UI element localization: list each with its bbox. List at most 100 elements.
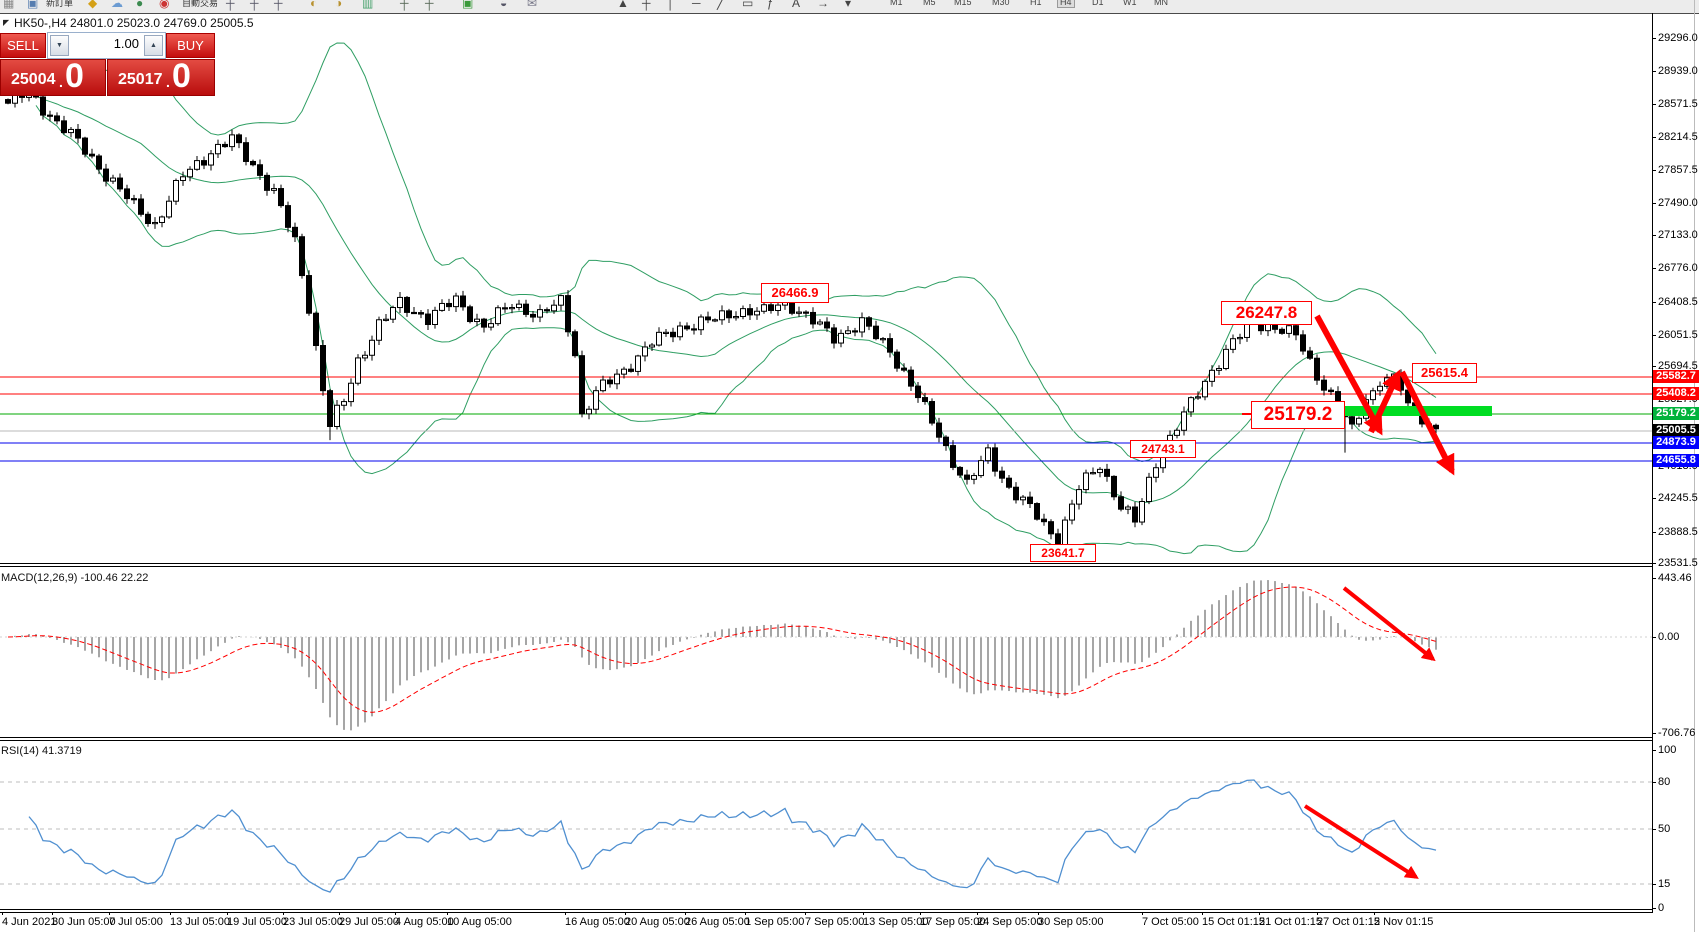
- price-tick-dash: [1652, 366, 1656, 367]
- toolbar-icon[interactable]: ƒ: [767, 0, 774, 10]
- time-tick-dash: [745, 912, 746, 915]
- toolbar-icon[interactable]: ╱: [717, 0, 725, 10]
- volume-value[interactable]: 1.00: [113, 36, 139, 51]
- toolbar-icon[interactable]: ✉: [527, 0, 538, 10]
- green-highlight-band[interactable]: [1344, 406, 1492, 416]
- pane-separator: [0, 740, 1653, 741]
- toolbar-icon[interactable]: ▦: [3, 0, 15, 10]
- time-tick: 24 Sep 05:00: [977, 916, 1043, 928]
- price-tick-dash: [1652, 38, 1656, 39]
- volume-decrease-button[interactable]: ▼: [50, 35, 69, 56]
- toolbar-icon[interactable]: ◒: [500, 0, 508, 10]
- timeframe-W1[interactable]: W1: [1123, 0, 1137, 7]
- toolbar-icon[interactable]: ┼: [642, 0, 651, 10]
- toolbar-icon[interactable]: ◉: [159, 0, 170, 10]
- toolbar-icon[interactable]: ┼: [400, 0, 409, 10]
- timeframe-H4[interactable]: H4: [1057, 0, 1075, 8]
- toolbar-icon[interactable]: ▾: [845, 0, 852, 10]
- rsi-tick: 0: [1658, 902, 1665, 914]
- buy-price-pip: 0: [172, 57, 191, 95]
- timeframe-MN[interactable]: MN: [1154, 0, 1168, 7]
- toolbar-icon[interactable]: ┼: [250, 0, 259, 10]
- rsi-tick: 100: [1658, 744, 1677, 756]
- buy-price-main: 25017: [118, 71, 163, 88]
- chart-cursor-icon: ◤: [3, 18, 10, 27]
- price-tick: 27133.0: [1658, 229, 1698, 241]
- macd-tick: -706.76: [1658, 727, 1696, 739]
- price-callout: 25615.4: [1412, 363, 1477, 383]
- horizontal-level-lines[interactable]: [0, 376, 1652, 462]
- time-tick-dash: [227, 912, 228, 915]
- price-callout: 24743.1: [1130, 440, 1196, 458]
- timeframe-M5[interactable]: M5: [923, 0, 936, 7]
- time-tick-dash: [1259, 912, 1260, 915]
- volume-increase-button[interactable]: ▲: [144, 35, 163, 56]
- price-tick-dash: [1652, 302, 1656, 303]
- toolbar-icon[interactable]: ●: [136, 0, 144, 10]
- sell-button[interactable]: SELL: [0, 33, 46, 58]
- time-tick: 15 Oct 01:15: [1202, 916, 1265, 928]
- toolbar-text-button[interactable]: 新訂單: [46, 0, 74, 8]
- rsi-label: RSI(14) 41.3719: [1, 745, 82, 757]
- sell-price-pip: 0: [65, 57, 84, 95]
- time-tick-dash: [565, 912, 566, 915]
- toolbar-icon[interactable]: ◐: [310, 0, 318, 10]
- timeframe-M15[interactable]: M15: [954, 0, 972, 7]
- toolbar-text-button[interactable]: 自動交易: [182, 0, 219, 8]
- rsi-tick-dash: [1652, 782, 1656, 783]
- one-click-trading-panel: SELL ▼ 1.00 ▲ BUY 25004 . 0 25017 . 0: [0, 32, 215, 96]
- time-tick: 4 Aug 05:00: [395, 916, 454, 928]
- price-tag: 25179.2: [1653, 407, 1699, 420]
- timeframe-M30[interactable]: M30: [992, 0, 1010, 7]
- time-tick: 1 Sep 05:00: [745, 916, 805, 928]
- toolbar-icon[interactable]: ▣: [27, 0, 39, 10]
- toolbar-icon[interactable]: A: [792, 0, 801, 10]
- price-axis-line: [1652, 13, 1653, 912]
- price-tick-dash: [1652, 104, 1656, 105]
- rsi-tick: 15: [1658, 878, 1671, 890]
- toolbar-icon[interactable]: ▲: [617, 0, 629, 10]
- time-tick-dash: [1317, 912, 1318, 915]
- toolbar[interactable]: ▦ ▣ 新訂單 ◆ ☁ ● ◉ 自動交易 ┼ ┼ ┼ ◐ ◑ ▥ ┼ ┼ ▣ ◒ ✉ ▲ ┼ │ ─ ╱ ▭ ƒ A → ▾ M1 M5 M1…: [0, 0, 1699, 14]
- price-callout: 26466.9: [761, 283, 829, 303]
- price-tick: 26408.5: [1658, 296, 1698, 308]
- toolbar-icon[interactable]: ┼: [274, 0, 283, 10]
- timeframe-H1[interactable]: H1: [1030, 0, 1042, 7]
- toolbar-icon[interactable]: ▥: [362, 0, 374, 10]
- price-tick-dash: [1652, 335, 1656, 336]
- toolbar-icon[interactable]: ◆: [88, 0, 98, 10]
- price-tick: 28214.5: [1658, 131, 1698, 143]
- toolbar-icon[interactable]: ◑: [335, 0, 343, 10]
- macd-tick: 443.46: [1658, 572, 1692, 584]
- volume-spinner[interactable]: ▼ 1.00 ▲: [47, 32, 166, 59]
- time-tick: 20 Aug 05:00: [625, 916, 690, 928]
- annotation-arrows[interactable]: [1242, 314, 1455, 879]
- timeframe-D1[interactable]: D1: [1092, 0, 1104, 7]
- toolbar-icon[interactable]: ┼: [425, 0, 434, 10]
- time-tick: 26 Aug 05:00: [685, 916, 750, 928]
- pane-separator: [0, 909, 1653, 910]
- time-tick-dash: [283, 912, 284, 915]
- time-tick-dash: [1202, 912, 1203, 915]
- buy-price-display[interactable]: 25017 . 0: [107, 57, 215, 96]
- time-tick-dash: [395, 912, 396, 915]
- toolbar-icon[interactable]: →: [817, 0, 829, 10]
- toolbar-icon[interactable]: │: [667, 0, 675, 10]
- pane-separator: [0, 563, 1653, 564]
- rsi-tick-dash: [1652, 750, 1656, 751]
- toolbar-icon[interactable]: ▭: [742, 0, 754, 10]
- time-tick: 10 Aug 05:00: [447, 916, 512, 928]
- price-tick: 26776.0: [1658, 262, 1698, 274]
- time-tick-dash: [1374, 912, 1375, 915]
- toolbar-icon[interactable]: ▣: [462, 0, 474, 10]
- sell-price-dot: .: [59, 74, 63, 90]
- toolbar-icon[interactable]: ┼: [226, 0, 235, 10]
- toolbar-icon[interactable]: ─: [692, 0, 701, 10]
- buy-button[interactable]: BUY: [166, 33, 215, 58]
- price-tag: 25582.7: [1653, 370, 1699, 383]
- sell-price-display[interactable]: 25004 . 0: [0, 57, 106, 96]
- time-tick-dash: [447, 912, 448, 915]
- timeframe-M1[interactable]: M1: [890, 0, 903, 7]
- toolbar-icon[interactable]: ☁: [111, 0, 123, 10]
